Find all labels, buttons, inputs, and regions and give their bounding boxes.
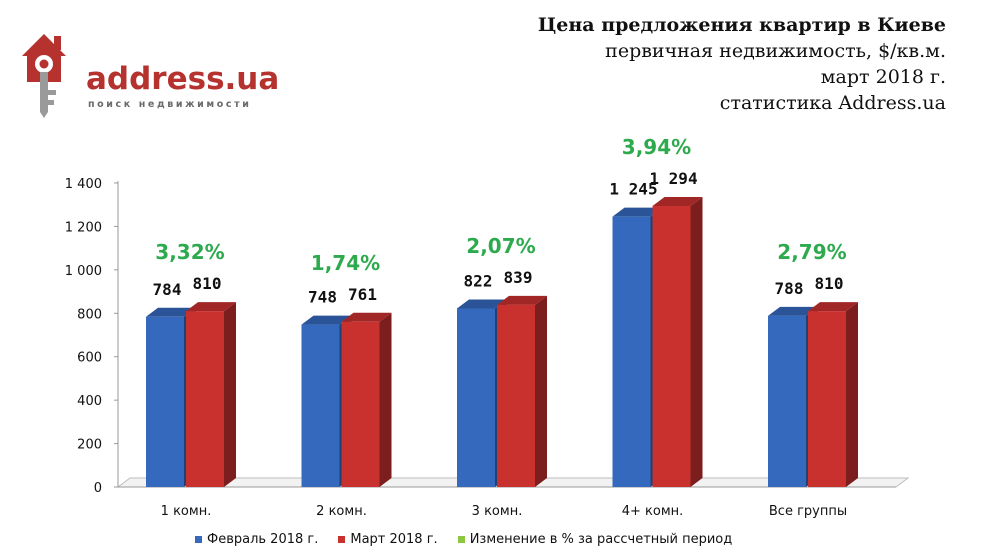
x-tick-label: 1 комн. (161, 504, 212, 519)
legend-swatch-change (457, 535, 465, 543)
bar-feb-top (612, 207, 663, 217)
data-label-mar: 810 (815, 274, 844, 293)
bar-mar (341, 321, 380, 487)
change-label: 3,32% (155, 240, 224, 264)
chart-legend: Февраль 2018 г. Март 2018 г. Изменение в… (195, 530, 732, 548)
bar-mar-top (186, 302, 236, 312)
data-label-feb: 1 245 (609, 180, 657, 199)
y-tick-label: 1 000 (65, 264, 102, 279)
bar-mar (186, 311, 224, 487)
house-key-icon (22, 34, 66, 118)
logo-text: address.ua (86, 61, 280, 97)
data-label-feb: 784 (153, 280, 182, 299)
bar-mar (808, 311, 846, 487)
legend-item-change: Изменение в % за рассчетный период (457, 531, 733, 547)
y-tick-label: 1 200 (65, 220, 102, 235)
bar-feb (768, 315, 806, 487)
bar-mar-top (341, 312, 392, 322)
bar-mar (652, 206, 691, 487)
data-label-feb: 748 (308, 288, 337, 307)
bar-feb (301, 324, 340, 487)
bar-mar-side (224, 302, 236, 487)
data-label-mar: 761 (348, 285, 377, 304)
bar-mar (497, 304, 535, 487)
y-tick-label: 600 (77, 351, 102, 366)
x-tick-label: 2 комн. (316, 504, 367, 519)
bar-feb (457, 308, 495, 487)
data-label-feb: 788 (775, 279, 804, 298)
change-label: 3,94% (622, 135, 691, 159)
data-label-mar: 1 294 (649, 169, 697, 188)
y-tick-label: 800 (77, 307, 102, 322)
bar-feb (146, 316, 184, 487)
y-tick-label: 400 (77, 394, 102, 409)
change-label: 2,79% (777, 240, 846, 264)
bar-mar-side (535, 295, 547, 487)
x-tick-label: 4+ комн. (622, 504, 684, 519)
data-label-mar: 839 (504, 268, 533, 287)
bar-mar-side (690, 197, 703, 487)
change-label: 1,74% (311, 251, 380, 275)
change-label: 2,07% (466, 234, 535, 258)
address-ua-logo[interactable]: address.ua поиск недвижимости (16, 26, 279, 122)
bar-feb-top (301, 315, 352, 325)
chart-subtitle: первичная недвижимость, $/кв.м. (605, 40, 946, 62)
bar-mar-top (808, 302, 858, 312)
bar-feb-top (457, 299, 507, 309)
x-tick-label: Все группы (769, 504, 847, 519)
bar-mar-side (846, 302, 858, 487)
legend-label-change: Изменение в % за рассчетный период (469, 531, 733, 547)
bar-feb-top (146, 307, 196, 317)
bar-mar-side (379, 312, 392, 487)
chart-title: Цена предложения квартир в Киеве (537, 14, 946, 36)
data-label-mar: 810 (193, 274, 222, 293)
data-label-feb: 822 (464, 272, 493, 291)
legend-label-feb: Февраль 2018 г. (207, 531, 319, 547)
legend-item-mar: Март 2018 г. (338, 531, 438, 547)
legend-item-feb: Февраль 2018 г. (195, 532, 318, 547)
y-tick-label: 1 400 (65, 177, 102, 192)
bar-mar-top (497, 295, 547, 305)
legend-label-mar: Март 2018 г. (350, 531, 438, 547)
chart-title-block: Цена предложения квартир в Киеве первичн… (538, 12, 946, 116)
logo-subtitle: поиск недвижимости (88, 99, 252, 110)
y-tick-label: 0 (94, 481, 102, 496)
bar-feb-top (768, 306, 818, 316)
y-tick-label: 200 (77, 438, 102, 453)
legend-swatch-mar (338, 535, 346, 543)
x-tick-label: 3 комн. (472, 504, 523, 519)
chart-period: март 2018 г. (820, 66, 946, 88)
legend-swatch-feb (195, 535, 202, 543)
bar-mar-top (652, 197, 703, 207)
bar-feb (612, 216, 651, 487)
chart-source: статистика Address.ua (719, 92, 946, 114)
